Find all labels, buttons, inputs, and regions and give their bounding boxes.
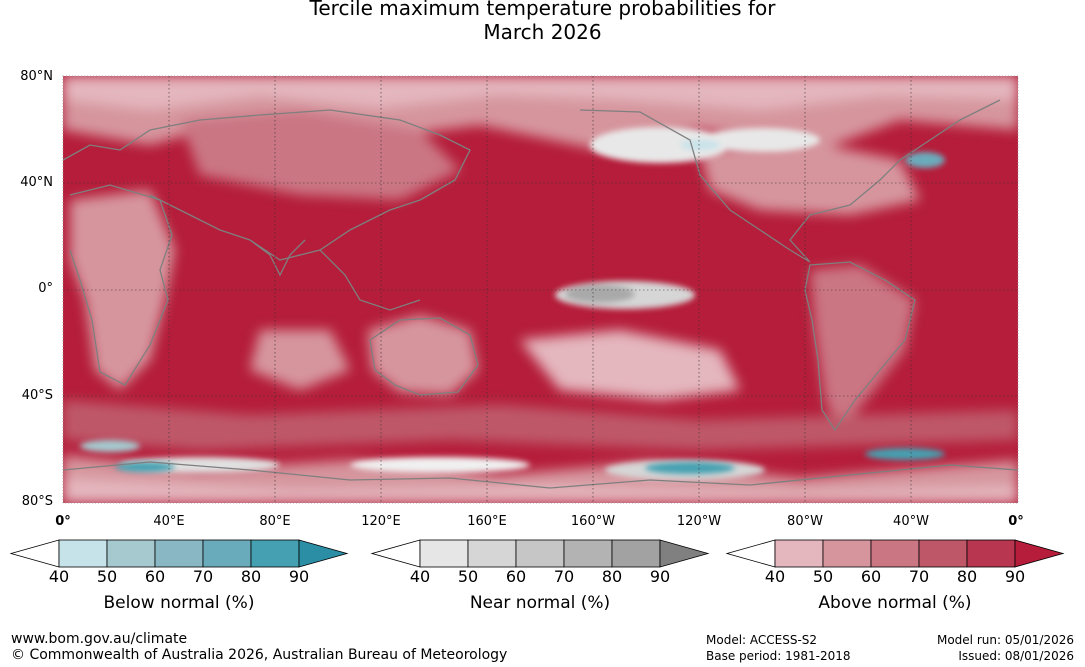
lon-label-80e: 80°E bbox=[259, 514, 291, 529]
map-title-line2: March 2026 bbox=[483, 20, 602, 44]
colorbar-segment bbox=[774, 539, 824, 568]
map-title-line1: Tercile maximum temperature probabilitie… bbox=[309, 0, 776, 20]
lat-label-80n: 80°N bbox=[20, 69, 53, 84]
footer-url: www.bom.gov.au/climate bbox=[11, 631, 188, 647]
lon-label-120e: 120°E bbox=[361, 514, 401, 529]
lat-label-40n: 40°N bbox=[20, 175, 53, 190]
colorbar-tick-label: 70 bbox=[192, 567, 214, 586]
lat-label-0: 0° bbox=[38, 281, 53, 296]
colorbar-segment bbox=[467, 539, 517, 568]
colorbar-segment bbox=[419, 539, 469, 568]
colorbar-tick-label: 40 bbox=[764, 567, 786, 586]
colorbar-title: Below normal (%) bbox=[103, 593, 255, 613]
colorbar-tick-label: 70 bbox=[908, 567, 930, 586]
colorbar-extend-high bbox=[298, 539, 349, 568]
lon-label-160w: 160°W bbox=[570, 514, 616, 529]
colorbar-segment bbox=[563, 539, 613, 568]
colorbar-segment bbox=[611, 539, 661, 568]
colorbar-segment bbox=[515, 539, 565, 568]
lon-label-120w: 120°W bbox=[676, 514, 722, 529]
footer-copyright: © Commonwealth of Australia 2026, Austra… bbox=[11, 647, 508, 663]
colorbar-tick-label: 90 bbox=[288, 567, 310, 586]
colorbar-segment bbox=[822, 539, 872, 568]
colorbar-segment bbox=[966, 539, 1016, 568]
lat-label-80s: 80°S bbox=[21, 494, 53, 509]
colorbar-extend-low bbox=[370, 539, 421, 568]
colorbar-tick-label: 80 bbox=[601, 567, 623, 586]
below-normal-regions bbox=[80, 140, 945, 474]
colorbars bbox=[9, 539, 1065, 568]
colorbar-segment bbox=[870, 539, 920, 568]
lon-label-160e: 160°E bbox=[467, 514, 507, 529]
lon-label-40e: 40°E bbox=[153, 514, 185, 529]
map-title: Tercile maximum temperature probabilitie… bbox=[0, 0, 1085, 44]
colorbar-tick-label: 50 bbox=[457, 567, 479, 586]
colorbar-segment bbox=[202, 539, 252, 568]
colorbar-tick-label: 90 bbox=[649, 567, 671, 586]
graticule bbox=[63, 76, 1018, 503]
lon-label-0-left: 0° bbox=[55, 514, 71, 529]
lat-label-40s: 40°S bbox=[21, 388, 53, 403]
colorbar-segment bbox=[250, 539, 300, 568]
colorbar-tick-label: 80 bbox=[956, 567, 978, 586]
colorbar-title: Near normal (%) bbox=[469, 593, 611, 613]
warm-light-regions bbox=[63, 76, 1018, 503]
colorbar-title: Above normal (%) bbox=[818, 593, 972, 613]
colorbar-tick-label: 90 bbox=[1004, 567, 1026, 586]
colorbar-tick-label: 40 bbox=[48, 567, 70, 586]
colorbar-tick-label: 80 bbox=[240, 567, 262, 586]
colorbar-segment bbox=[154, 539, 204, 568]
colorbar-tick-label: 40 bbox=[409, 567, 431, 586]
colorbar-segment bbox=[58, 539, 108, 568]
colorbar-tick-label: 70 bbox=[553, 567, 575, 586]
lon-label-40w: 40°W bbox=[893, 514, 929, 529]
colorbar-segment bbox=[918, 539, 968, 568]
colorbar-tick-label: 50 bbox=[812, 567, 834, 586]
footer-model-run: Model run: 05/01/2026 bbox=[936, 633, 1074, 647]
colorbar-extend-high bbox=[1014, 539, 1065, 568]
colorbar-extend-low bbox=[725, 539, 776, 568]
footer-base-period: Base period: 1981-2018 bbox=[706, 649, 851, 663]
lon-label-0-right: 0° bbox=[1008, 514, 1024, 529]
colorbar-extend-high bbox=[659, 539, 710, 568]
colorbar-tick-label: 60 bbox=[505, 567, 527, 586]
colorbar-tick-label: 50 bbox=[96, 567, 118, 586]
lon-label-80w: 80°W bbox=[787, 514, 823, 529]
footer-issued: Issued: 08/01/2026 bbox=[958, 649, 1074, 663]
colorbar-tick-label: 60 bbox=[860, 567, 882, 586]
coastlines bbox=[63, 99, 1018, 489]
footer-model: Model: ACCESS-S2 bbox=[706, 633, 818, 647]
colorbar-segment bbox=[106, 539, 156, 568]
colorbar-tick-label: 60 bbox=[144, 567, 166, 586]
colorbar-extend-low bbox=[9, 539, 60, 568]
